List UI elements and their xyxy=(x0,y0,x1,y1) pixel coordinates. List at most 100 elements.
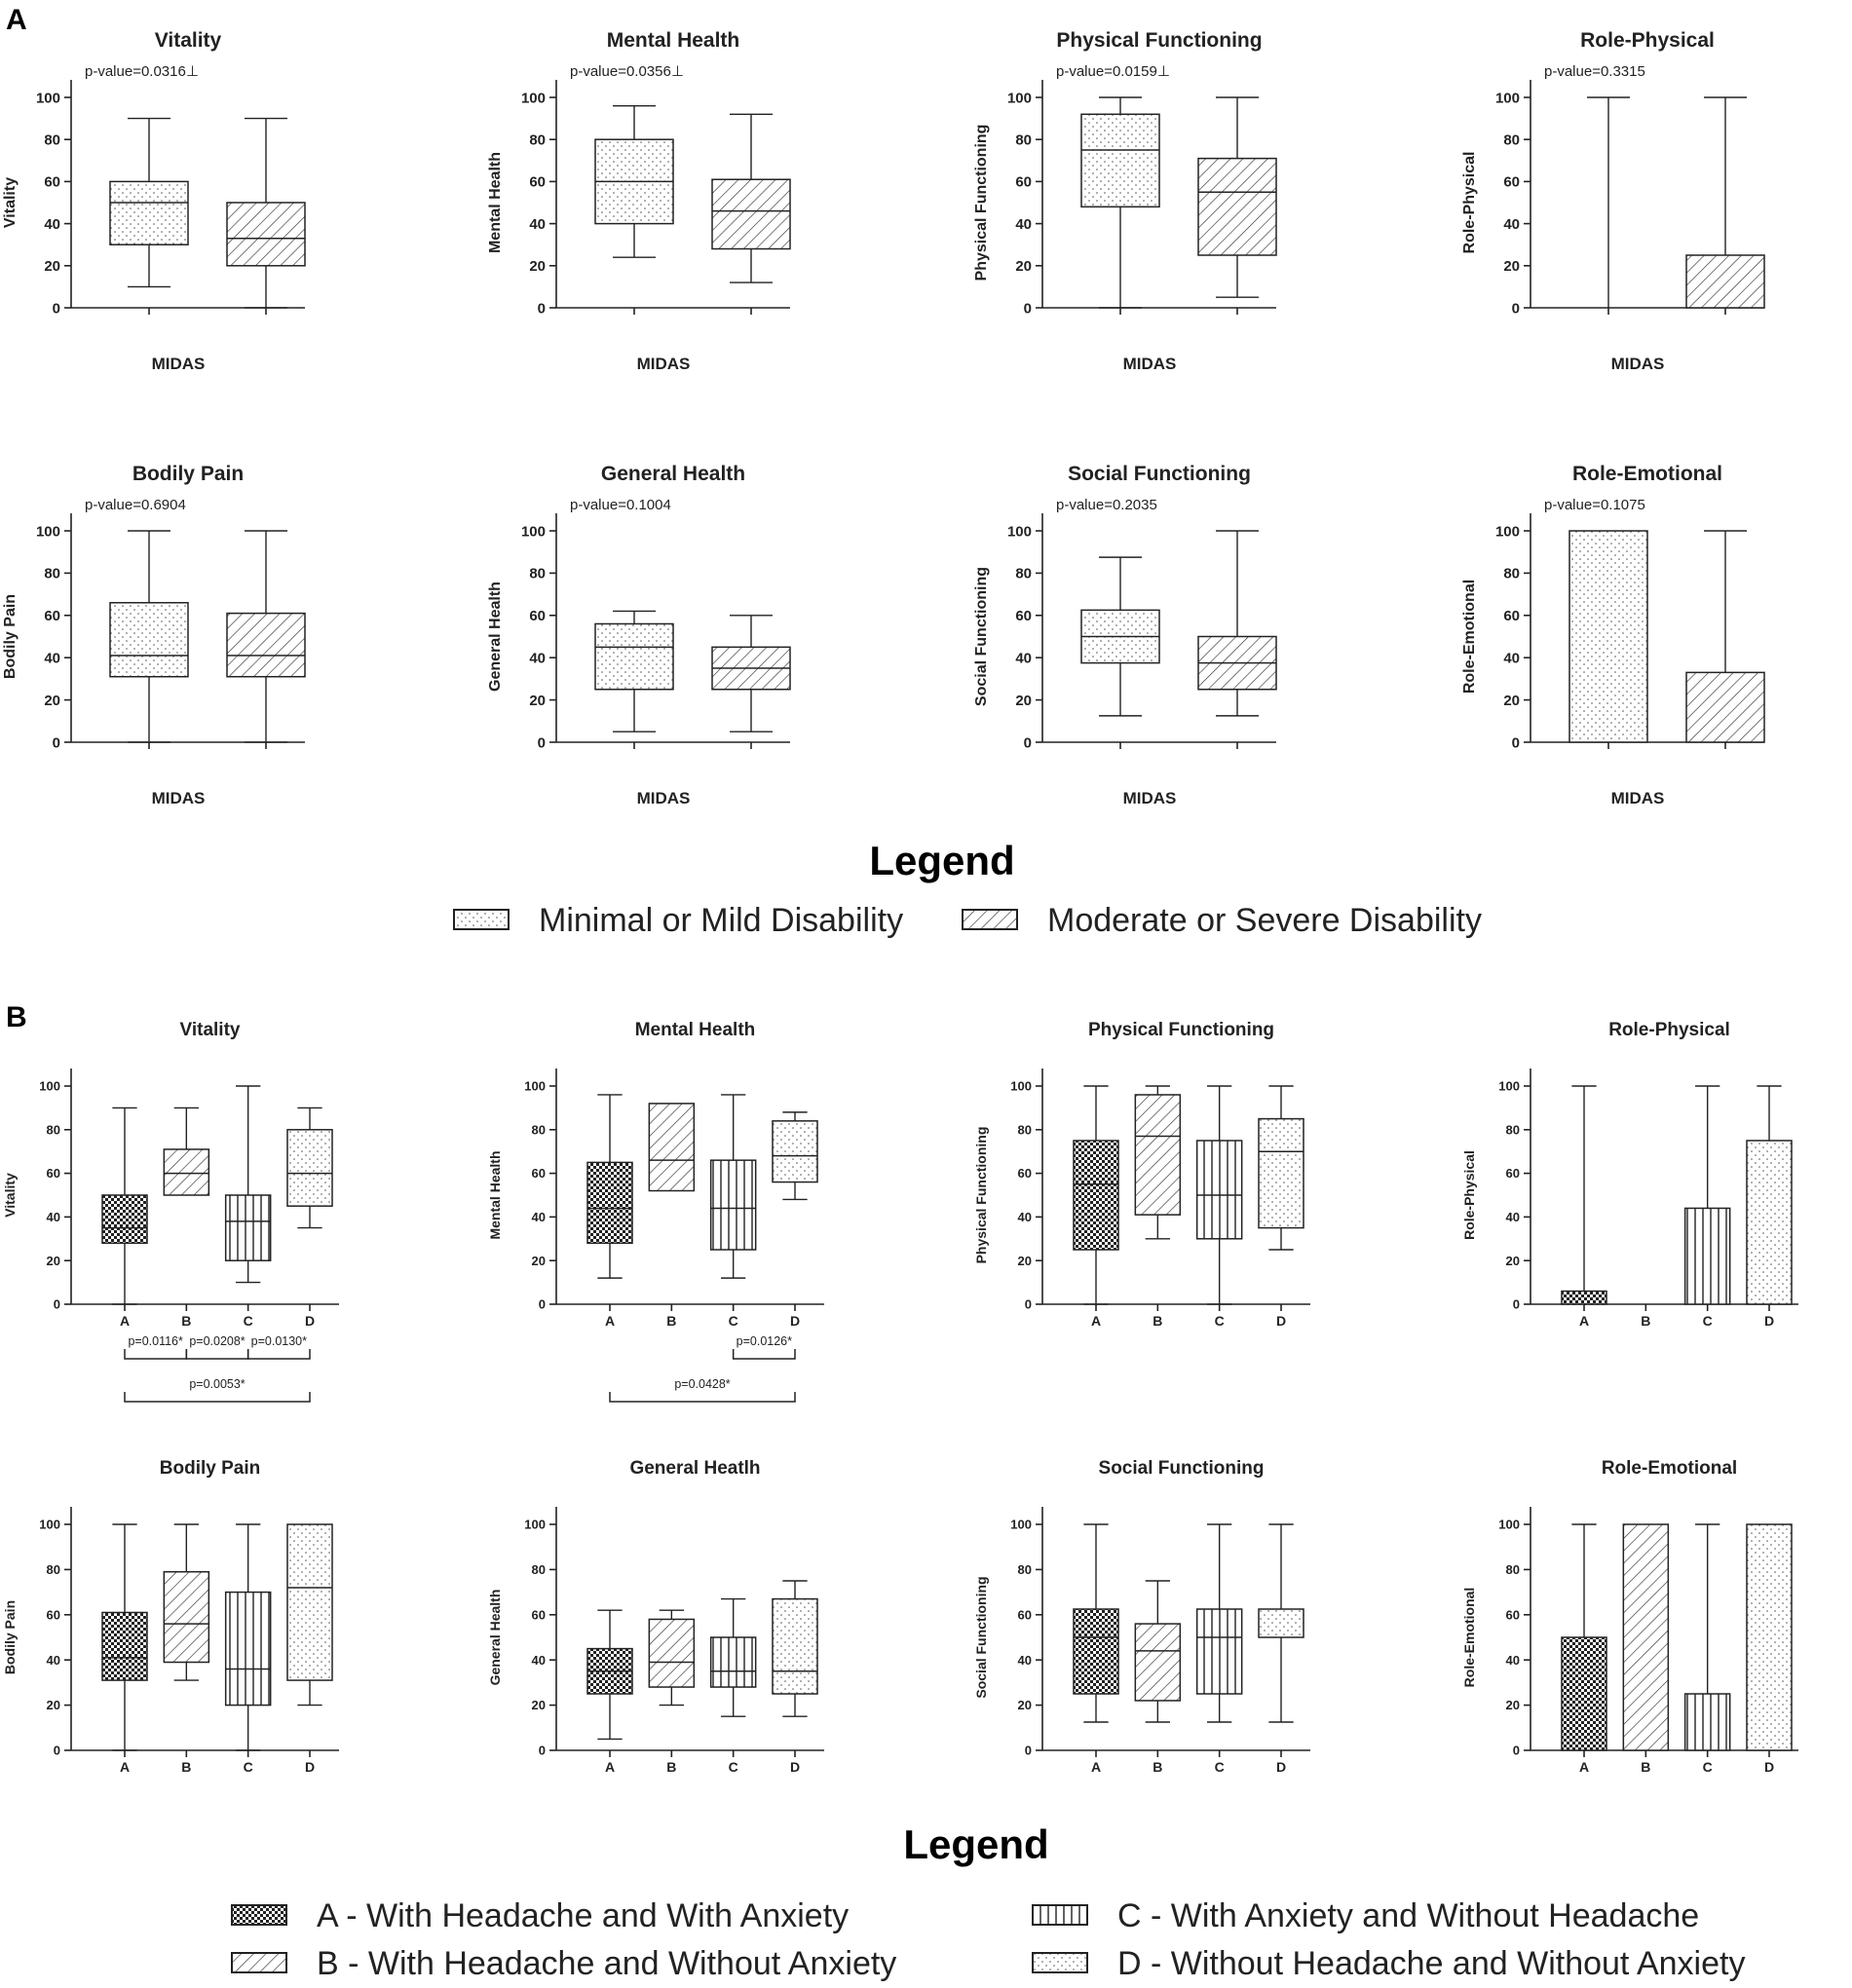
y-tick-label: 40 xyxy=(1506,1653,1520,1668)
chart-title: Bodily Pain xyxy=(132,463,244,485)
y-tick-label: 60 xyxy=(529,608,546,624)
legend-swatch-c xyxy=(1032,1904,1088,1926)
y-tick-label: 80 xyxy=(1506,1122,1520,1137)
y-tick-label: 0 xyxy=(1024,300,1032,317)
y-tick-label: 60 xyxy=(44,608,60,624)
y-axis-label: Bodily Pain xyxy=(2,594,19,679)
box-d: D xyxy=(772,1580,818,1775)
x-tick-label: C xyxy=(729,1313,738,1329)
legend-label-b: B - With Headache and Without Anxiety xyxy=(317,1945,896,1982)
box-iqr xyxy=(1685,254,1765,309)
y-tick-label: 0 xyxy=(538,734,546,751)
x-tick-label: C xyxy=(1215,1759,1225,1775)
panel-b-label: B xyxy=(6,1001,27,1033)
p-value-label: p-value=0.6904 xyxy=(85,497,186,513)
box-severe xyxy=(1197,530,1277,749)
box-d: D xyxy=(1746,1085,1793,1329)
x-tick-label: C xyxy=(244,1759,253,1775)
y-tick-label: 60 xyxy=(1018,1166,1032,1181)
y-tick-label: 80 xyxy=(532,1122,546,1137)
chart-title: Role-Physical xyxy=(1580,29,1715,52)
box-d: D xyxy=(286,1107,333,1329)
y-tick-label: 40 xyxy=(529,216,546,233)
y-tick-label: 20 xyxy=(1018,1698,1032,1712)
y-axis-label: Physical Functioning xyxy=(973,1127,989,1264)
x-axis-label: MIDAS xyxy=(152,789,206,807)
box-mild xyxy=(109,117,189,315)
box-iqr xyxy=(226,612,306,678)
y-tick-label: 20 xyxy=(1018,1254,1032,1268)
box-mild xyxy=(594,610,674,749)
y-tick-label: 60 xyxy=(529,174,546,191)
box-iqr xyxy=(1080,113,1160,208)
box-iqr xyxy=(286,1523,333,1681)
box-mild xyxy=(1569,530,1648,749)
x-tick-label: D xyxy=(1764,1759,1774,1775)
box-b: B xyxy=(648,1103,696,1329)
p-value-label: p-value=0.1075 xyxy=(1544,497,1645,513)
box-d: D xyxy=(1746,1523,1793,1775)
y-tick-label: 80 xyxy=(44,131,60,148)
box-iqr xyxy=(1561,1290,1607,1305)
y-tick-label: 100 xyxy=(521,90,546,106)
y-tick-label: 60 xyxy=(1015,174,1032,191)
chart-title: Bodily Pain xyxy=(160,1458,260,1479)
y-tick-label: 40 xyxy=(44,650,60,666)
y-tick-label: 20 xyxy=(1506,1254,1520,1268)
p-value-label: p-value=0.2035 xyxy=(1056,497,1157,513)
box-iqr xyxy=(1569,530,1648,743)
y-axis-label: Role-Emotional xyxy=(1461,580,1478,694)
bracket-line xyxy=(732,1349,796,1360)
y-axis-label: Social Functioning xyxy=(973,567,990,706)
chart-title: General Health xyxy=(601,463,745,485)
y-tick-label: 40 xyxy=(532,1653,546,1668)
box-c: C xyxy=(709,1094,757,1329)
y-tick-label: 80 xyxy=(47,1122,60,1137)
chart-a-bodily-pain: Bodily Pain 0 20 40 60 80 100 Bodily Pain p-valu… xyxy=(2,463,306,807)
x-tick-label: B xyxy=(181,1313,191,1329)
y-axis-label: Role-Emotional xyxy=(1461,1588,1477,1688)
y-tick-label: 100 xyxy=(1010,1079,1032,1094)
legend-swatch-mild xyxy=(453,909,510,930)
panel-a-label: A xyxy=(6,4,27,36)
x-tick-label: D xyxy=(305,1313,315,1329)
box-iqr xyxy=(1258,1117,1304,1229)
box-d: D xyxy=(286,1523,333,1775)
comparison-bracket: p=0.0116* xyxy=(124,1334,188,1360)
y-tick-label: 80 xyxy=(529,566,546,582)
y-tick-label: 20 xyxy=(44,258,60,275)
y-tick-label: 40 xyxy=(1015,650,1032,666)
y-tick-label: 20 xyxy=(47,1254,60,1268)
y-tick-label: 20 xyxy=(44,693,60,709)
y-tick-label: 60 xyxy=(1503,174,1520,191)
chart-title: Mental Health xyxy=(607,29,740,52)
y-tick-label: 0 xyxy=(53,300,60,317)
y-tick-label: 40 xyxy=(47,1210,60,1224)
box-iqr xyxy=(1134,1623,1182,1702)
y-tick-label: 100 xyxy=(524,1518,546,1532)
box-severe xyxy=(1685,96,1765,315)
x-tick-label: C xyxy=(244,1313,253,1329)
chart-title: Social Functioning xyxy=(1099,1458,1265,1479)
box-a: A xyxy=(1073,1523,1119,1775)
y-tick-label: 100 xyxy=(524,1079,546,1094)
box-c: C xyxy=(1195,1085,1243,1329)
box-c: C xyxy=(1195,1523,1243,1775)
box-b: B xyxy=(1134,1580,1182,1775)
y-tick-label: 100 xyxy=(1010,1518,1032,1532)
y-tick-label: 80 xyxy=(1503,566,1520,582)
x-tick-label: D xyxy=(305,1759,315,1775)
y-tick-label: 0 xyxy=(538,300,546,317)
bracket-line xyxy=(185,1349,249,1360)
chart-title: Role-Emotional xyxy=(1572,463,1722,485)
x-tick-label: C xyxy=(1215,1313,1225,1329)
x-axis-label: MIDAS xyxy=(1123,789,1177,807)
chart-title: General Heatlh xyxy=(629,1458,760,1479)
x-tick-label: A xyxy=(1579,1313,1589,1329)
p-value-label: p-value=0.1004 xyxy=(570,497,671,513)
x-axis-label: MIDAS xyxy=(1611,355,1665,373)
y-tick-label: 40 xyxy=(1503,216,1520,233)
chart-a-vitality: Vitality 0 20 40 60 80 100 Vitality p-value=0.03… xyxy=(2,29,306,373)
x-tick-label: A xyxy=(605,1313,615,1329)
